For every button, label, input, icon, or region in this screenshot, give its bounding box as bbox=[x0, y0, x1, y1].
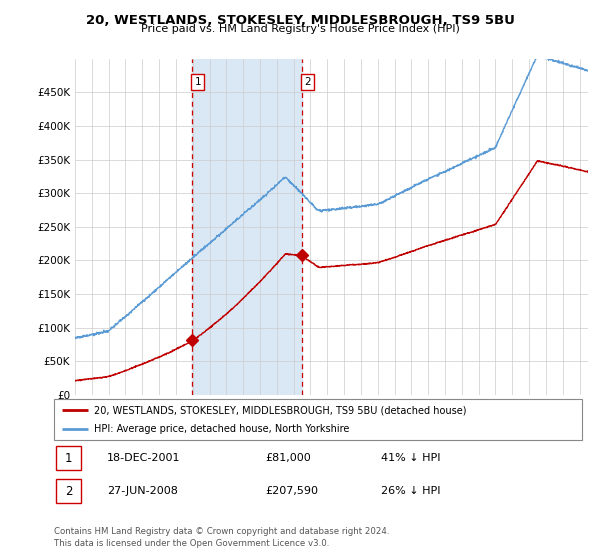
Text: Contains HM Land Registry data © Crown copyright and database right 2024.
This d: Contains HM Land Registry data © Crown c… bbox=[54, 527, 389, 548]
FancyBboxPatch shape bbox=[56, 446, 82, 470]
Text: Price paid vs. HM Land Registry's House Price Index (HPI): Price paid vs. HM Land Registry's House … bbox=[140, 24, 460, 34]
FancyBboxPatch shape bbox=[56, 479, 82, 503]
Text: 18-DEC-2001: 18-DEC-2001 bbox=[107, 453, 181, 463]
Text: 1: 1 bbox=[194, 77, 201, 87]
Text: 41% ↓ HPI: 41% ↓ HPI bbox=[382, 453, 441, 463]
Bar bbox=[192, 59, 302, 395]
Text: 27-JUN-2008: 27-JUN-2008 bbox=[107, 486, 178, 496]
Text: £207,590: £207,590 bbox=[265, 486, 318, 496]
Text: 2: 2 bbox=[304, 77, 311, 87]
Text: 1: 1 bbox=[65, 451, 73, 465]
Text: 20, WESTLANDS, STOKESLEY, MIDDLESBROUGH, TS9 5BU (detached house): 20, WESTLANDS, STOKESLEY, MIDDLESBROUGH,… bbox=[94, 405, 466, 415]
Text: HPI: Average price, detached house, North Yorkshire: HPI: Average price, detached house, Nort… bbox=[94, 424, 349, 433]
Text: 26% ↓ HPI: 26% ↓ HPI bbox=[382, 486, 441, 496]
Text: 2: 2 bbox=[65, 484, 73, 498]
Text: 20, WESTLANDS, STOKESLEY, MIDDLESBROUGH, TS9 5BU: 20, WESTLANDS, STOKESLEY, MIDDLESBROUGH,… bbox=[86, 14, 514, 27]
Text: £81,000: £81,000 bbox=[265, 453, 311, 463]
FancyBboxPatch shape bbox=[54, 399, 582, 440]
